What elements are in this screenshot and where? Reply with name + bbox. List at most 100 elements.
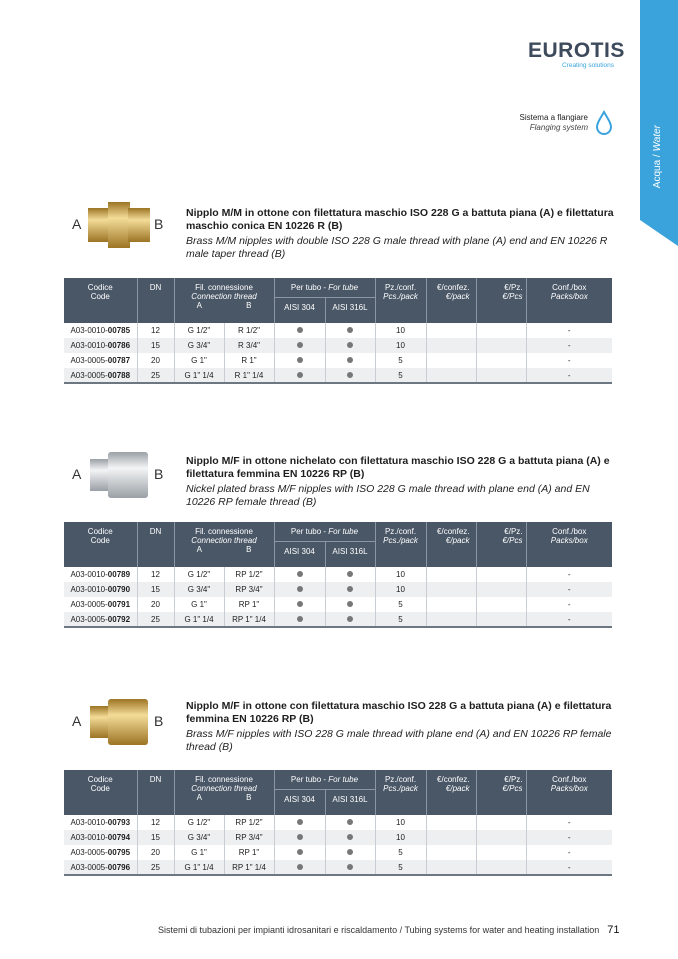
table-row: A03-0010-00789 12 G 1/2" RP 1/2" 10 - xyxy=(64,567,612,582)
thread-a-cell: G 1/2" xyxy=(173,815,224,830)
col-eur-pack: €/confez. €/pack xyxy=(425,770,476,815)
product-table: Codice Code DN Fil. connessione Connection… xyxy=(64,770,612,876)
table-row: A03-0005-00796 25 G 1" 1/4 RP 1" 1/4 5 - xyxy=(64,860,612,876)
pcs-pack-cell: 5 xyxy=(374,845,426,860)
packs-box-cell: - xyxy=(525,323,612,338)
dn-cell: 15 xyxy=(136,830,174,845)
side-tab-en: Water xyxy=(652,125,663,152)
col-tube: Per tubo - For tube xyxy=(273,770,375,790)
dn-cell: 15 xyxy=(136,338,174,353)
product-subtitle: Brass M/F nipples with ISO 228 G male th… xyxy=(186,728,612,753)
col-code: Codice Code xyxy=(64,770,137,815)
aisi304-cell xyxy=(273,567,325,582)
packs-box-cell: - xyxy=(525,368,612,384)
thread-a-cell: G 3/4" xyxy=(173,582,224,597)
footer-text: Sistemi di tubazioni per impianti idrosa… xyxy=(158,925,600,935)
dn-cell: 25 xyxy=(136,368,174,384)
pcs-pack-cell: 5 xyxy=(374,860,426,876)
thread-b-cell: RP 3/4" xyxy=(223,582,274,597)
thread-b-cell: R 1" xyxy=(223,353,274,368)
thread-a-cell: G 1" 1/4 xyxy=(173,368,224,384)
code-cell: A03-0005-00787 xyxy=(70,356,131,365)
col-packs-box: Conf./box Packs/box xyxy=(525,278,612,323)
col-packs-box: Conf./box Packs/box xyxy=(525,770,612,815)
table-row: A03-0010-00793 12 G 1/2" RP 1/2" 10 - xyxy=(64,815,612,830)
aisi304-cell xyxy=(273,860,325,876)
page-number: 71 xyxy=(607,924,620,936)
code-cell: A03-0005-00791 xyxy=(70,600,131,609)
col-aisi316: AISI 316L xyxy=(324,541,375,567)
thread-a-cell: G 1" 1/4 xyxy=(173,612,224,628)
nipple-mm-image xyxy=(88,202,150,248)
eur-pack-cell xyxy=(425,567,476,582)
available-dot-icon xyxy=(296,601,303,607)
product-subtitle: Brass M/M nipples with double ISO 228 G … xyxy=(186,235,608,260)
thread-a-cell: G 1" xyxy=(173,845,224,860)
available-dot-icon xyxy=(296,571,303,577)
pcs-pack-cell: 10 xyxy=(374,815,426,830)
col-eur-pcs: €/Pz. €/Pcs xyxy=(475,522,526,567)
product-table: Codice Code DN Fil. connessione Connection… xyxy=(64,278,612,384)
thread-b-cell: R 3/4" xyxy=(223,338,274,353)
col-eur-pack: €/confez. €/pack xyxy=(425,278,476,323)
available-dot-icon xyxy=(296,371,303,378)
thread-b-cell: RP 1" xyxy=(223,845,274,860)
available-dot-icon xyxy=(347,615,353,622)
eur-pack-cell xyxy=(425,815,476,830)
eur-pack-cell xyxy=(425,323,476,338)
eur-pack-cell xyxy=(425,830,476,845)
thread-b-cell: RP 1/2" xyxy=(223,567,274,582)
dn-cell: 12 xyxy=(136,323,174,338)
col-dn: DN xyxy=(136,522,174,567)
eur-pack-cell xyxy=(425,582,476,597)
aisi316-cell xyxy=(324,323,375,338)
eur-pack-cell xyxy=(425,612,476,628)
code-cell: A03-0010-00785 xyxy=(70,326,131,335)
pcs-pack-cell: 10 xyxy=(374,582,426,597)
col-aisi304: AISI 304 xyxy=(273,789,325,815)
available-dot-icon xyxy=(347,601,353,607)
code-cell: A03-0005-00792 xyxy=(64,612,137,628)
col-aisi316: AISI 316L xyxy=(324,297,375,323)
available-dot-icon xyxy=(347,327,353,333)
eur-pack-cell xyxy=(425,845,476,860)
thread-b-cell: RP 3/4" xyxy=(223,830,274,845)
dn-cell: 12 xyxy=(136,815,174,830)
logo-tagline: Creating solutions xyxy=(561,62,614,69)
eur-pcs-cell xyxy=(475,338,526,353)
eur-pcs-cell xyxy=(475,582,526,597)
product-title: Nipplo M/M in ottone con filettatura mas… xyxy=(186,207,614,232)
thread-a-cell: G 3/4" xyxy=(173,338,224,353)
pcs-pack-cell: 10 xyxy=(374,323,426,338)
thread-b-cell: RP 1/2" xyxy=(223,815,274,830)
table-row: A03-0005-00787 20 G 1" R 1" 5 - xyxy=(64,353,612,368)
code-cell: A03-0005-00788 xyxy=(64,368,137,384)
eur-pcs-cell xyxy=(475,353,526,368)
available-dot-icon xyxy=(347,571,353,577)
aisi316-cell xyxy=(324,612,375,628)
dn-cell: 20 xyxy=(136,353,174,368)
col-pcs-pack: Pz./conf. Pcs./pack xyxy=(374,522,426,567)
label-a: A xyxy=(72,713,82,729)
table-row: A03-0010-00794 15 G 3/4" RP 3/4" 10 - xyxy=(64,830,612,845)
nipple-mf-image xyxy=(90,452,148,498)
col-code: Codice Code xyxy=(64,278,137,323)
code-cell: A03-0010-00794 xyxy=(64,830,137,845)
col-pcs-pack: Pz./conf. Pcs./pack xyxy=(374,770,426,815)
product-subtitle: Nickel plated brass M/F nipples with ISO… xyxy=(186,483,590,508)
col-pcs-pack: Pz./conf. Pcs./pack xyxy=(374,278,426,323)
aisi316-cell xyxy=(324,830,375,845)
available-dot-icon xyxy=(296,586,303,592)
table-row: A03-0010-00786 15 G 3/4" R 3/4" 10 - xyxy=(64,338,612,353)
eur-pack-cell xyxy=(425,368,476,384)
packs-box-cell: - xyxy=(525,582,612,597)
thread-a-cell: G 1/2" xyxy=(173,323,224,338)
thread-b-cell: RP 1" 1/4 xyxy=(223,612,274,628)
table-row: A03-0010-00790 15 G 3/4" RP 3/4" 10 - xyxy=(64,582,612,597)
code-cell: A03-0010-00786 xyxy=(64,338,137,353)
packs-box-cell: - xyxy=(525,830,612,845)
thread-b-cell: R 1/2" xyxy=(223,323,274,338)
available-dot-icon xyxy=(347,586,353,592)
label-b: B xyxy=(154,466,164,482)
